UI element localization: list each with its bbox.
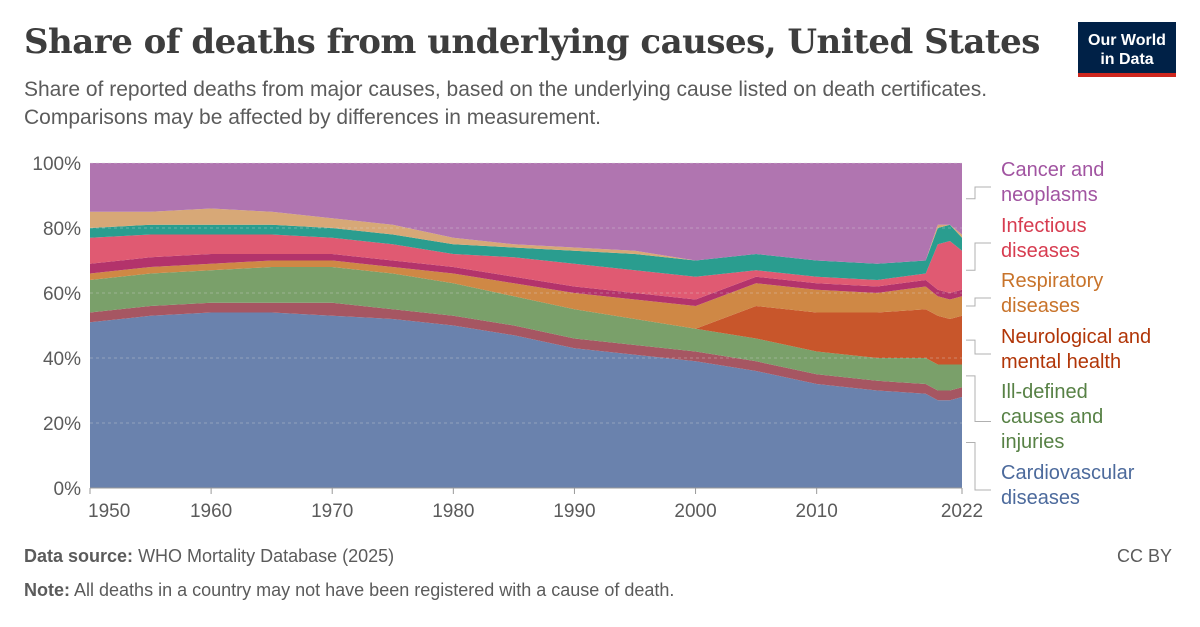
legend-connector	[966, 442, 991, 491]
legend-label[interactable]: diseases	[1001, 295, 1080, 317]
legend-connector	[966, 375, 991, 422]
y-tick-label: 60%	[43, 284, 81, 305]
data-source: Data source: WHO Mortality Database (202…	[24, 546, 394, 567]
legend-connector	[966, 339, 991, 355]
area-infectious-diseases[interactable]	[90, 234, 962, 300]
y-tick-label: 40%	[43, 349, 81, 370]
legend-label[interactable]: injuries	[1001, 431, 1064, 453]
legend-connector	[966, 242, 991, 271]
x-tick-label: 1990	[553, 501, 595, 522]
x-tick-label: 1960	[190, 501, 232, 522]
logo-line-1: Our World	[1088, 32, 1166, 49]
legend-label[interactable]: Ill-defined	[1001, 381, 1088, 403]
legend-label[interactable]: diseases	[1001, 487, 1080, 509]
area-other-tan[interactable]	[90, 208, 962, 264]
x-tick-label: 1970	[311, 501, 353, 522]
legend-label[interactable]: Cancer and	[1001, 159, 1104, 181]
area-cardiovascular-diseases[interactable]	[90, 312, 962, 489]
note-label: Note:	[24, 580, 70, 600]
x-tick-label: 2010	[796, 501, 838, 522]
chart-title: Share of deaths from underlying causes, …	[24, 22, 1040, 62]
area-ill-defined-causes-and-injuries[interactable]	[90, 267, 962, 391]
legend-label[interactable]: neoplasms	[1001, 184, 1098, 206]
x-tick-label: 2000	[674, 501, 716, 522]
y-axis: 0% 20% 40% 60% 80% 100%	[32, 154, 81, 500]
x-tick-label: 1950	[88, 501, 130, 522]
x-tick-label: 1980	[432, 501, 474, 522]
x-tick-label: 2022	[941, 501, 983, 522]
y-tick-label: 20%	[43, 414, 81, 435]
x-axis: 1950 1960 1970 1980 1990 2000 2010 2022	[88, 487, 983, 522]
area-cancer-and-neoplasms[interactable]	[90, 163, 962, 264]
area-other-respiratory-adjacent[interactable]	[90, 254, 962, 306]
legend-label[interactable]: diseases	[1001, 240, 1080, 262]
area-other-teal[interactable]	[90, 224, 962, 280]
y-tick-label: 0%	[54, 479, 82, 500]
legend-label[interactable]: Infectious	[1001, 215, 1087, 237]
source-label: Data source:	[24, 546, 134, 566]
legend-label[interactable]: Cardiovascular	[1001, 462, 1135, 484]
area-respiratory-diseases[interactable]	[90, 260, 962, 329]
chart-subtitle: Share of reported deaths from major caus…	[24, 78, 988, 129]
logo-line-2: in Data	[1100, 51, 1154, 68]
legend: Cancer and neoplasms Infectious diseases Res…	[966, 159, 1151, 509]
logo-accent-bar	[1078, 73, 1176, 77]
area-neurological-and-mental-health[interactable]	[90, 267, 962, 365]
area-other-cardiovascular-adjacent[interactable]	[90, 302, 962, 401]
legend-label[interactable]: mental health	[1001, 351, 1121, 373]
chart-note: Note: All deaths in a country may not ha…	[24, 580, 674, 601]
legend-label[interactable]: Respiratory	[1001, 270, 1103, 292]
legend-label[interactable]: causes and	[1001, 406, 1103, 428]
note-text: All deaths in a country may not have bee…	[74, 580, 675, 600]
owid-logo[interactable]: Our World in Data	[1078, 22, 1176, 77]
legend-label[interactable]: Neurological and	[1001, 326, 1151, 348]
y-tick-label: 80%	[43, 219, 81, 240]
legend-connector	[966, 297, 991, 307]
y-tick-label: 100%	[32, 154, 81, 175]
area-layers	[90, 163, 962, 488]
source-text[interactable]: WHO Mortality Database (2025)	[138, 546, 395, 566]
gridlines	[90, 162, 962, 424]
legend-connector	[966, 186, 991, 200]
license[interactable]: CC BY	[1116, 546, 1172, 566]
